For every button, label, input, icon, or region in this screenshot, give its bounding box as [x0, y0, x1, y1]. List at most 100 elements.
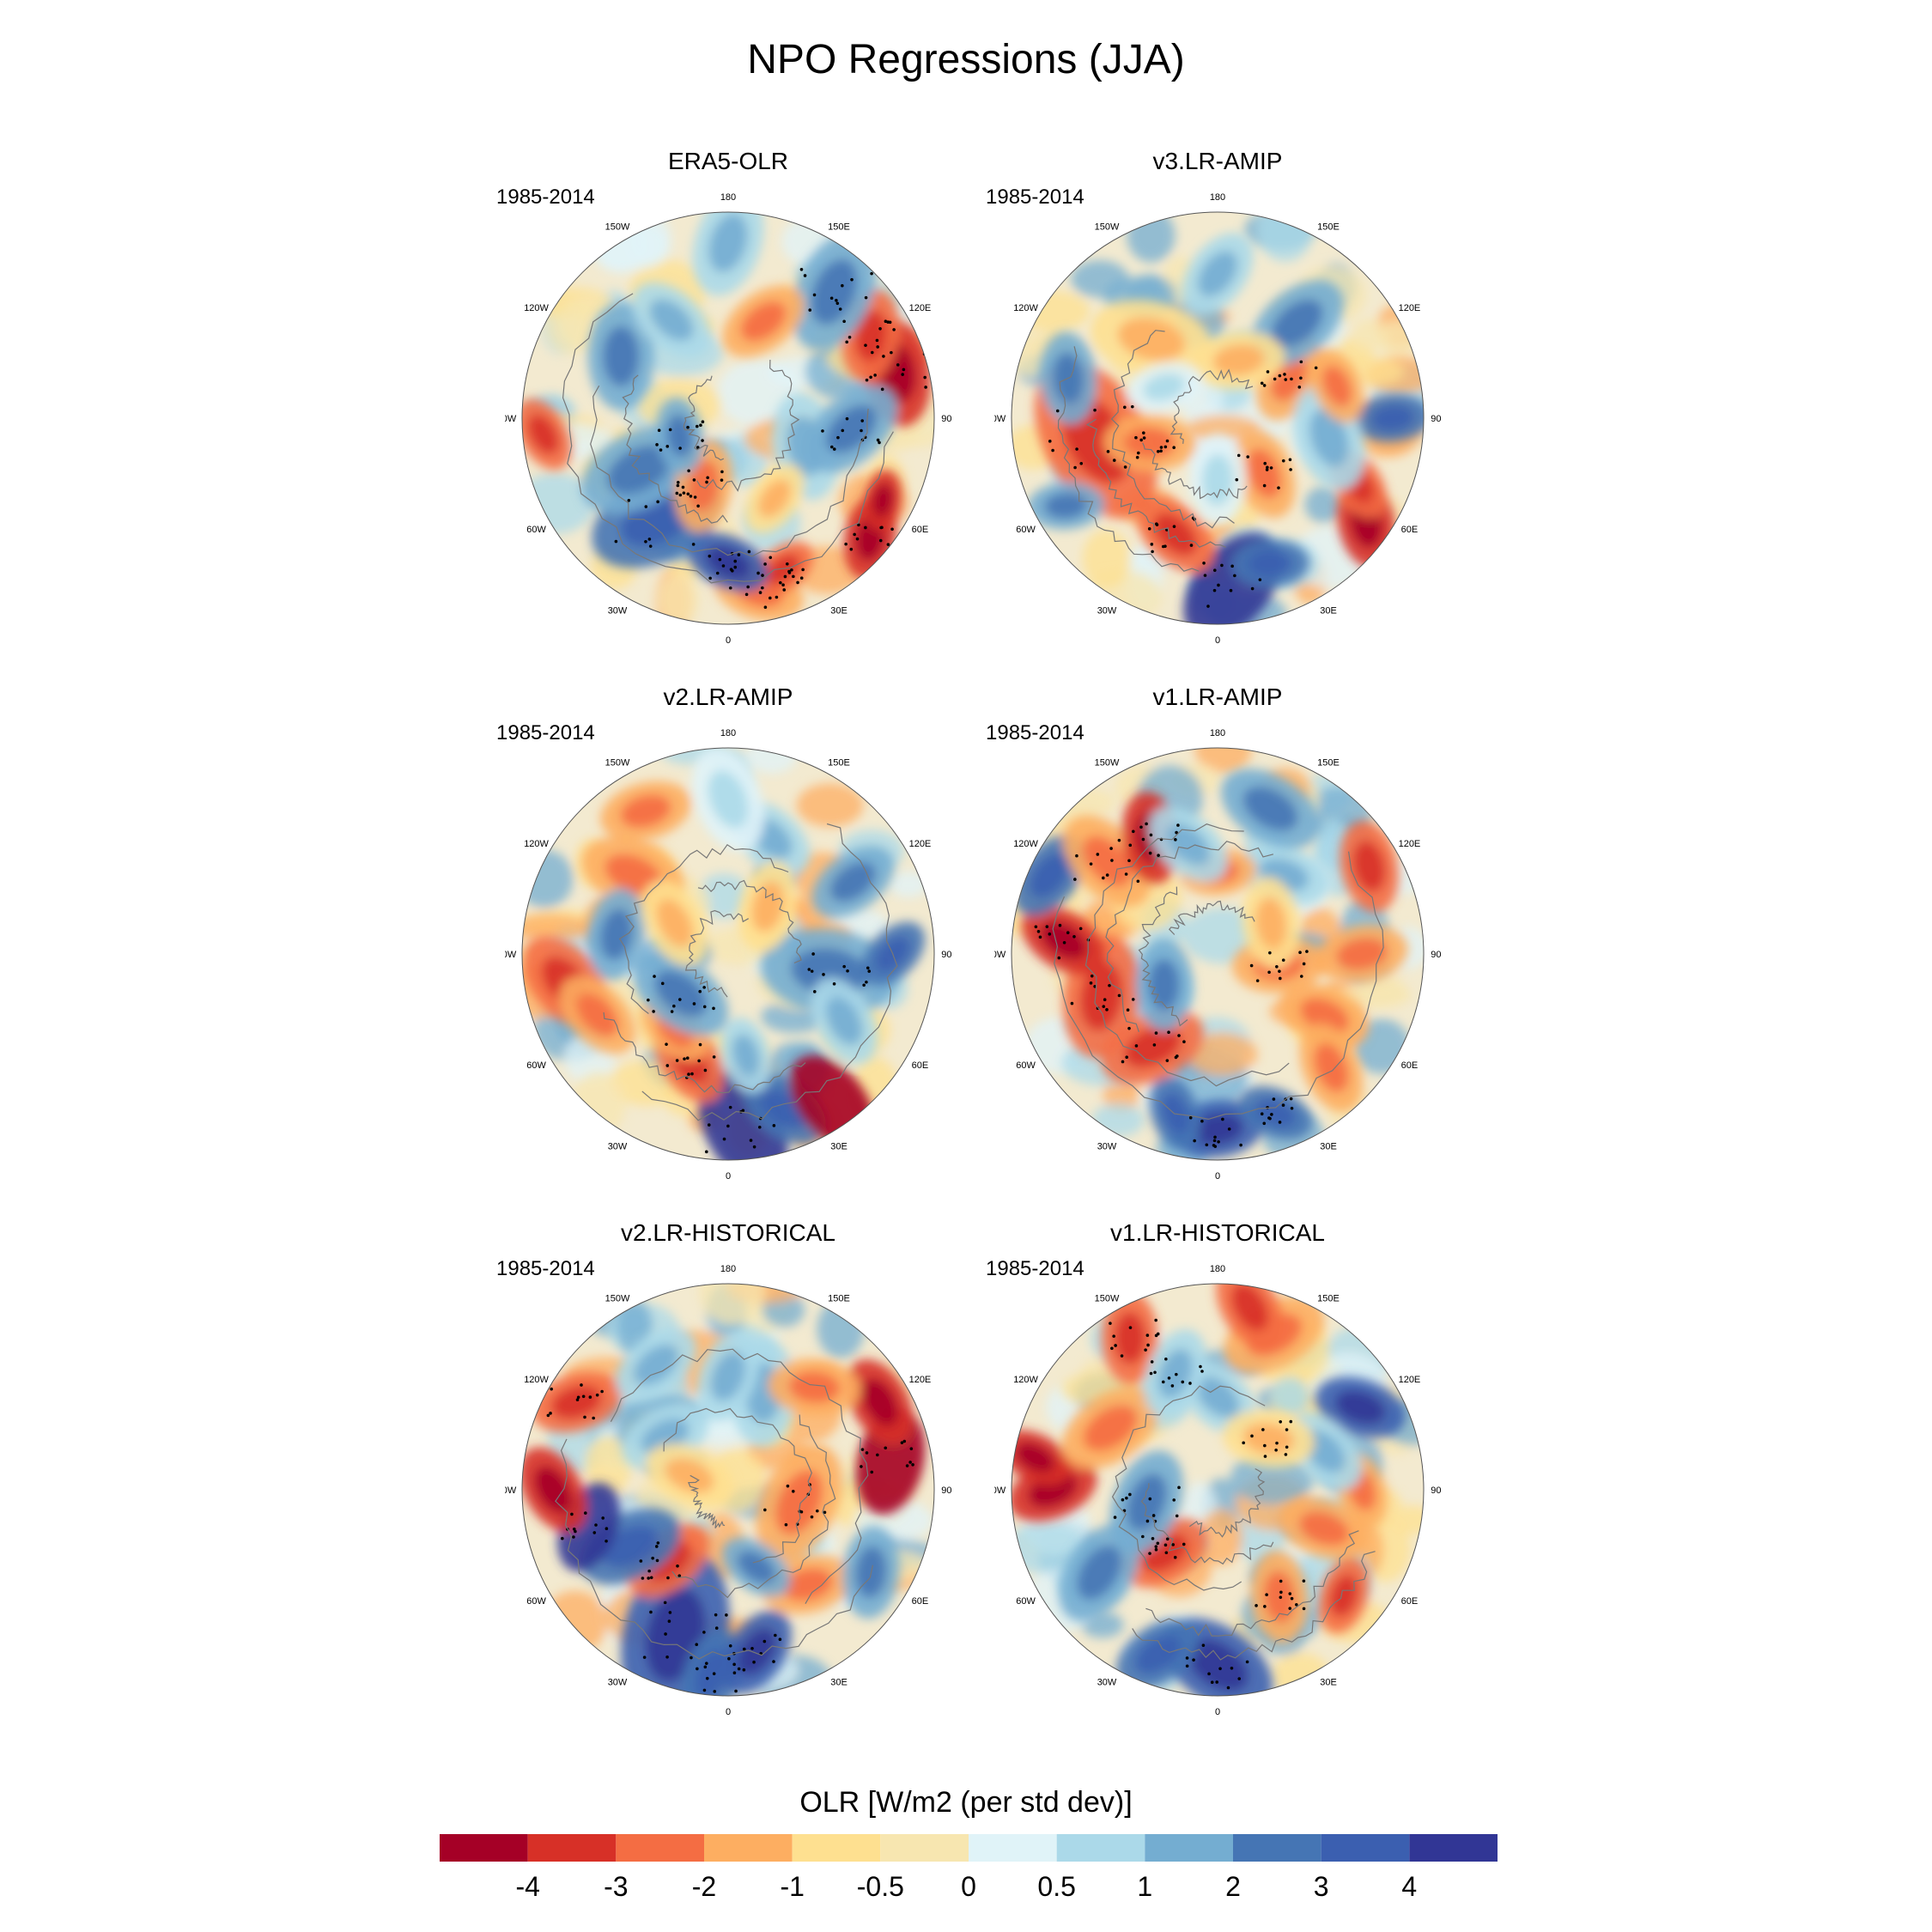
- anomaly-core: [1134, 1635, 1181, 1674]
- period-label: 1985-2014: [496, 1257, 595, 1280]
- anomaly-core: [1143, 374, 1186, 401]
- stipple-dot: [687, 469, 690, 473]
- longitude-label: 90E: [941, 1485, 951, 1496]
- stipple-dot: [714, 1626, 719, 1630]
- stipple-dot: [1157, 854, 1160, 858]
- anomaly-core: [606, 445, 671, 495]
- stipple-dot: [812, 990, 817, 993]
- stipple-dot: [815, 1509, 819, 1513]
- anomaly-core: [1230, 1284, 1269, 1331]
- colorbar-tick-label: 1: [1137, 1871, 1152, 1902]
- stipple-dot: [665, 445, 670, 448]
- anomaly-core: [1077, 1545, 1122, 1600]
- anomaly-core: [656, 899, 693, 947]
- stipple-dot: [1289, 468, 1292, 471]
- longitude-label: 90E: [941, 950, 951, 960]
- stipple-dot: [649, 1576, 653, 1580]
- stipple-dot: [581, 1394, 586, 1399]
- stipple-dot: [561, 1536, 564, 1540]
- stipple-dot: [855, 537, 860, 541]
- polar-map: 180 150E 120E 90E 60E 30E 0 30W 60W 90W 120W 150W: [505, 1264, 951, 1717]
- stipple-dot: [1128, 1326, 1133, 1329]
- stipple-dot: [1103, 998, 1107, 1002]
- stipple-dot: [1109, 1321, 1112, 1325]
- stipple-dot: [1114, 1344, 1117, 1347]
- stipple-dot: [1159, 449, 1163, 453]
- stipple-dot: [1174, 838, 1177, 841]
- stipple-dot: [584, 1511, 587, 1515]
- stipple-dot: [708, 576, 712, 580]
- anomaly-core: [1040, 921, 1087, 960]
- stipple-dot: [1298, 951, 1302, 955]
- anomaly-core: [1371, 404, 1414, 432]
- stipple-dot: [1151, 1514, 1156, 1517]
- longitude-label: 120W: [524, 303, 549, 313]
- stipple-dot: [1206, 605, 1210, 608]
- stipple-dot: [880, 387, 884, 392]
- anomaly-core: [1212, 344, 1265, 376]
- stipple-dot: [660, 981, 665, 986]
- stipple-dot: [705, 480, 708, 484]
- stipple-dot: [664, 1632, 667, 1636]
- anomaly-core: [758, 479, 791, 518]
- colorbar-tick-label: -1: [780, 1871, 804, 1902]
- stipple-dot: [605, 1527, 609, 1531]
- stipple-dot: [799, 1510, 804, 1514]
- stipple-dot: [1172, 525, 1176, 528]
- stipple-dot: [865, 1451, 869, 1455]
- stipple-dot: [705, 1662, 708, 1665]
- anomaly-core: [1044, 492, 1088, 519]
- longitude-label: 150E: [1317, 1294, 1340, 1304]
- stipple-dot: [1285, 1445, 1289, 1449]
- stipple-dot: [1078, 927, 1083, 931]
- stipple-dot: [655, 443, 659, 447]
- stipple-dot: [1199, 1364, 1202, 1369]
- anomaly-core: [1015, 1442, 1055, 1473]
- stipple-dot: [807, 968, 811, 971]
- stipple-dot: [652, 1010, 655, 1013]
- longitude-label: 150E: [828, 1294, 850, 1304]
- stipple-dot: [712, 1672, 716, 1675]
- stipple-dot: [1062, 940, 1066, 945]
- stipple-dot: [1156, 1332, 1160, 1336]
- polar-map: 180 150E 120E 90E 60E 30E 0 30W 60W 90W 120W 150W: [994, 1264, 1441, 1717]
- stipple-dot: [1176, 1054, 1179, 1058]
- stipple-dot: [1288, 1607, 1292, 1610]
- stipple-dot: [1265, 468, 1269, 471]
- anomaly-core: [534, 1466, 572, 1514]
- stipple-dot: [811, 952, 815, 956]
- stipple-dot: [728, 586, 732, 590]
- stipple-dot: [853, 532, 856, 537]
- stipple-dot: [1182, 1040, 1186, 1044]
- stipple-dot: [1242, 1441, 1245, 1445]
- stipple-dot: [665, 1042, 668, 1046]
- stipple-dot: [761, 574, 764, 577]
- stipple-dot: [860, 419, 865, 422]
- stipple-dot: [705, 1676, 709, 1680]
- stipple-dot: [678, 447, 682, 450]
- stipple-dot: [678, 493, 683, 497]
- longitude-label: 30E: [830, 605, 848, 616]
- stipple-dot: [1273, 377, 1277, 381]
- longitude-label: 90E: [1431, 950, 1441, 960]
- period-label: 1985-2014: [496, 185, 595, 209]
- stipple-dot: [691, 543, 696, 546]
- stipple-dot: [860, 1465, 863, 1468]
- panel-v2-lr-historical: v2.LR-HISTORICAL 1985-2014 180 150E 120E 90…: [496, 1219, 951, 1717]
- longitude-label: 0: [1215, 1171, 1220, 1182]
- coastlines: [1111, 1385, 1376, 1661]
- stipple-dot: [1058, 923, 1062, 927]
- stipple-dot: [786, 1484, 790, 1488]
- stipple-dot: [1075, 854, 1078, 858]
- stipple-dot: [1177, 1034, 1181, 1037]
- stipple-dot: [787, 571, 792, 574]
- panel-title: v2.LR-AMIP: [663, 683, 793, 710]
- stipple-dot: [1262, 1121, 1267, 1126]
- stipple-dot: [1266, 370, 1270, 374]
- stipple-dot: [869, 375, 872, 380]
- stipple-dot: [1266, 465, 1269, 470]
- longitude-label: 180: [720, 728, 736, 738]
- stipple-dot: [1149, 1371, 1153, 1376]
- stipple-dot: [841, 283, 844, 288]
- stipple-dot: [1102, 1005, 1106, 1008]
